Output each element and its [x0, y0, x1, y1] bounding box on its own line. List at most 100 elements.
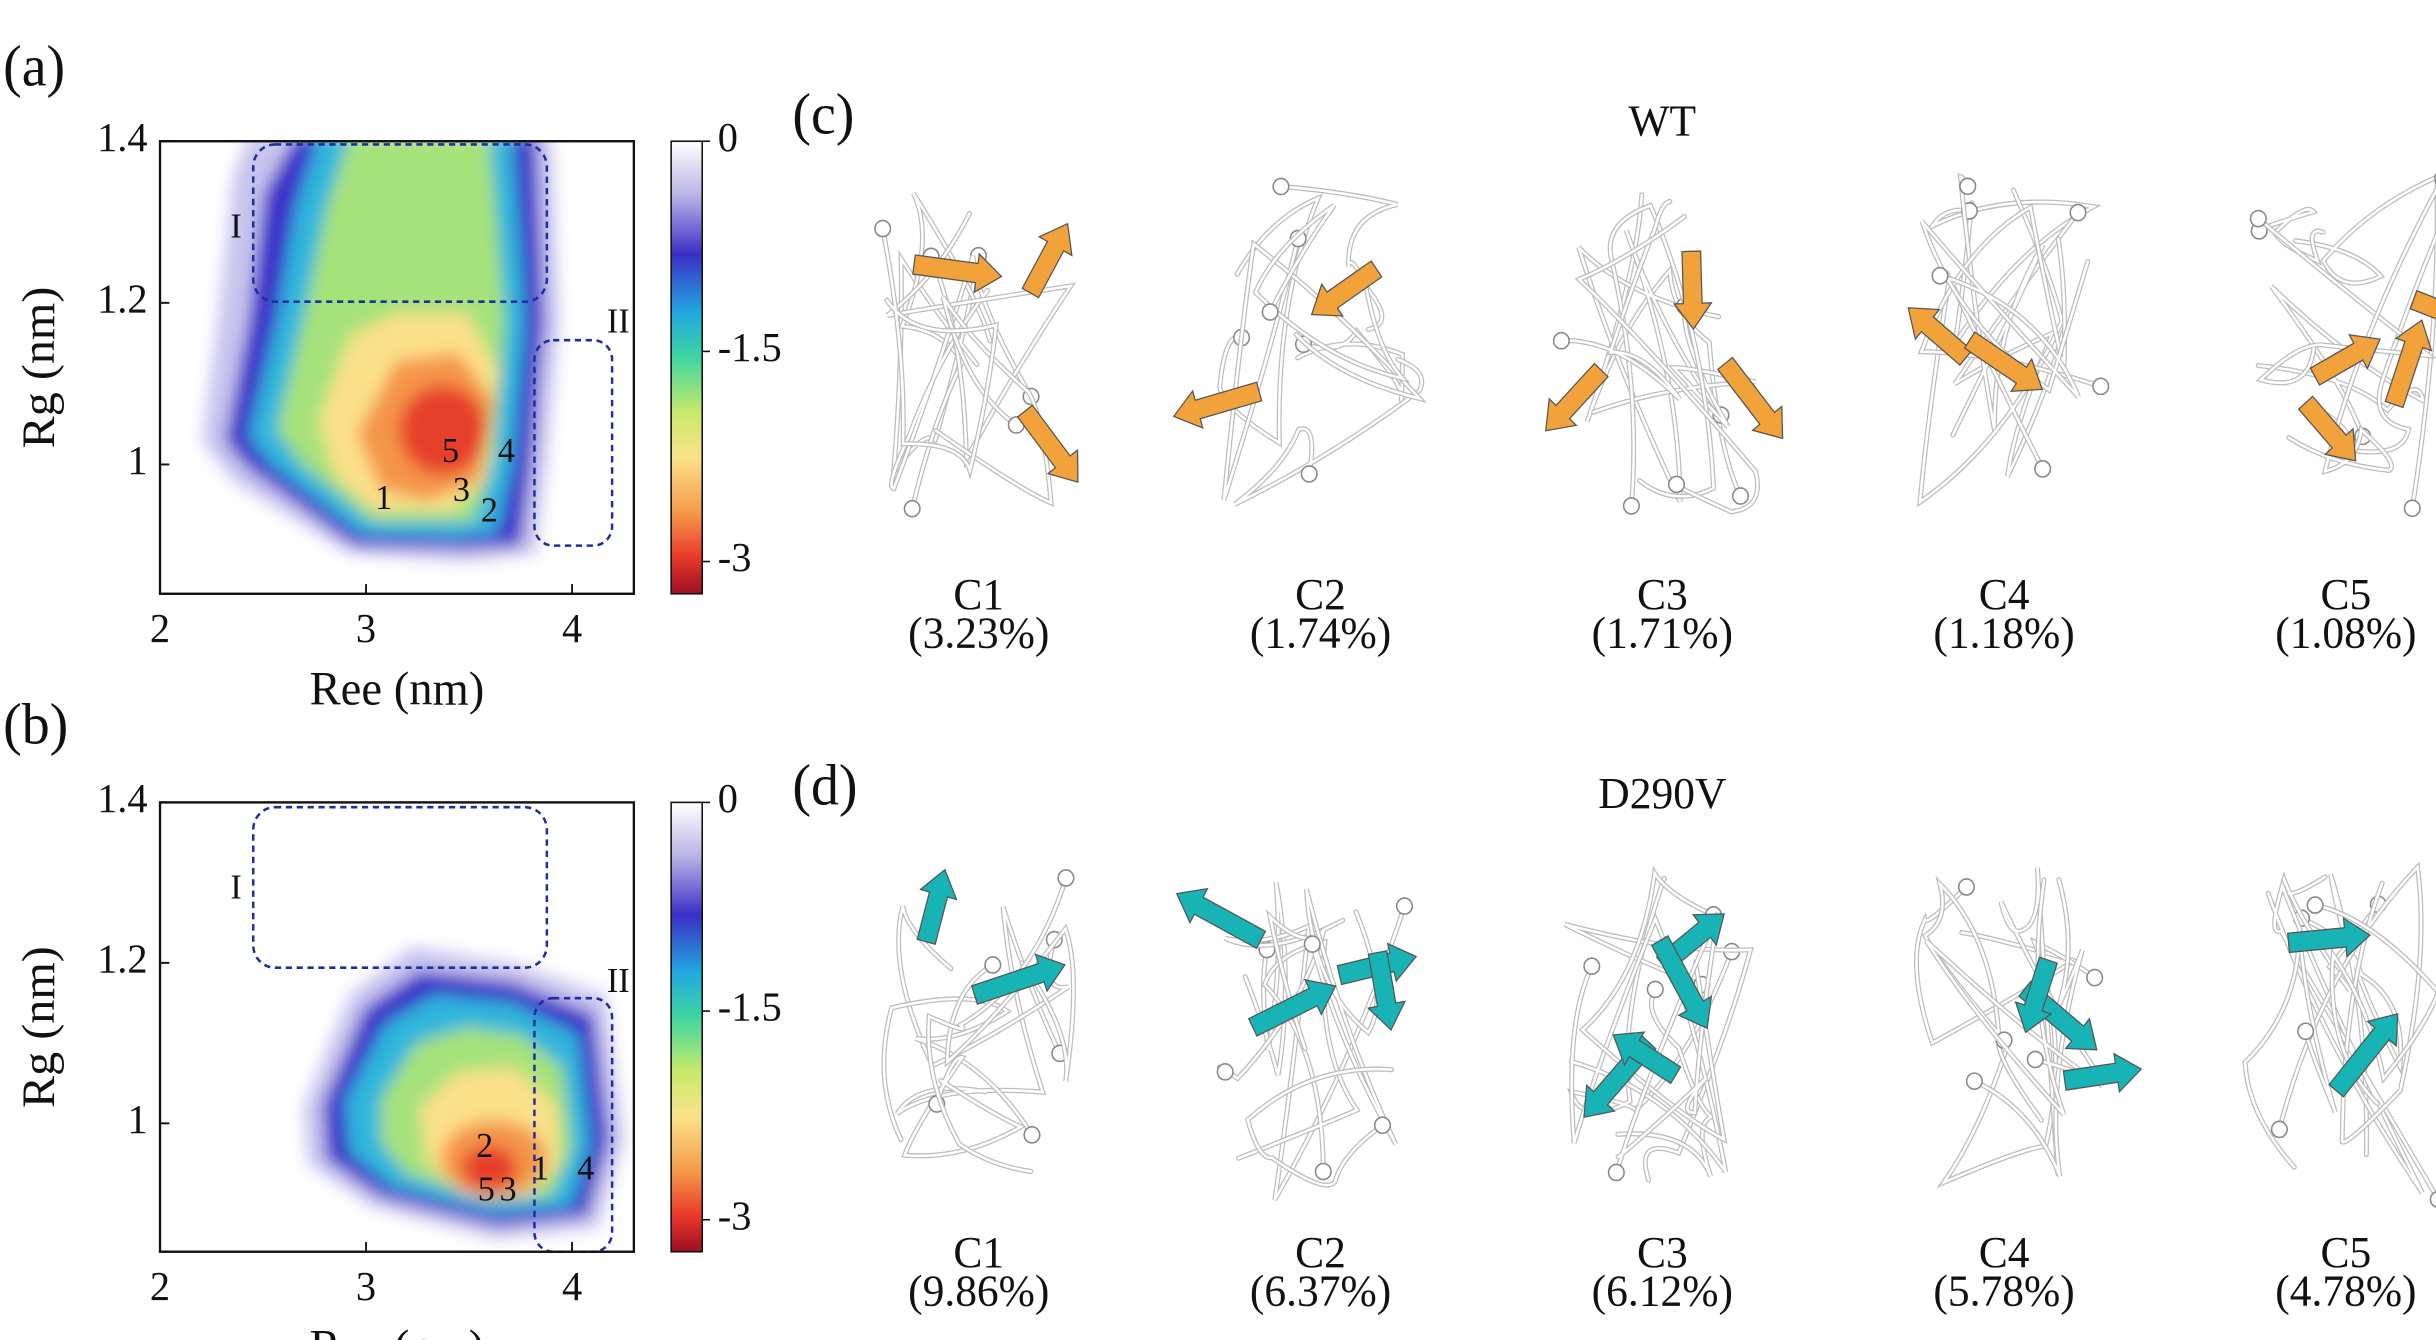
- backbone-core: [1577, 229, 1723, 503]
- strand-arrow: [1650, 935, 1713, 1030]
- panel-label: (a): [3, 35, 65, 99]
- strand-arrow: [1172, 381, 1263, 430]
- colorbar-tick-label: -3: [718, 1192, 752, 1239]
- x-tick-label: 4: [562, 1262, 582, 1309]
- strand-arrow: [2014, 956, 2059, 1034]
- structure: [1913, 867, 2143, 1189]
- terminus: [1373, 1116, 1392, 1135]
- structure: [1175, 881, 1418, 1202]
- x-tick-label: 2: [150, 1262, 170, 1309]
- backbone-core: [1973, 878, 2084, 1177]
- backbone: [1221, 235, 1428, 501]
- panel-label: (d): [792, 754, 857, 818]
- terminus: [2403, 499, 2421, 518]
- landscape-a: [201, 141, 560, 562]
- terminus: [1965, 1072, 1983, 1090]
- cluster-annotation: 3: [453, 469, 470, 509]
- backbone-core: [1951, 174, 2045, 437]
- x-tick-label: 4: [562, 604, 582, 651]
- backbone: [2276, 861, 2424, 1145]
- backbone-core: [1615, 911, 1720, 1174]
- backbone-core: [2287, 188, 2436, 473]
- backbone-core: [1218, 912, 1326, 1081]
- region-label: I: [230, 867, 241, 907]
- cluster-population: (9.86%): [908, 1266, 1049, 1316]
- colorbar-tick-label: 0: [718, 113, 738, 160]
- strand-arrow: [1907, 307, 1973, 366]
- x-tick-label: 3: [356, 1262, 376, 1309]
- cluster-population: (1.71%): [1592, 608, 1733, 658]
- cluster-name: C1: [953, 569, 1004, 619]
- colorbar: [670, 801, 703, 1253]
- strand-arrow: [1963, 331, 2044, 393]
- backbone-core: [886, 212, 1074, 464]
- terminus: [1731, 487, 1749, 505]
- colorbar-tick-label: -1.5: [718, 323, 782, 370]
- backbone-core: [1576, 215, 1759, 514]
- terminus: [2026, 1050, 2044, 1069]
- strand-arrow: [1672, 250, 1713, 331]
- cluster-annotation: 3: [499, 1169, 516, 1209]
- cluster-annotation: 1: [375, 477, 392, 517]
- backbone-core: [1608, 203, 1715, 508]
- backbone-core: [934, 296, 1053, 505]
- x-tick-label: 2: [150, 604, 170, 651]
- x-tick-label: 3: [356, 604, 376, 651]
- terminus: [2069, 203, 2087, 222]
- backbone-core: [945, 926, 1075, 1082]
- cluster-annotation: 5: [478, 1169, 495, 1209]
- terminus: [874, 219, 892, 238]
- panel-title: D290V: [1598, 768, 1726, 818]
- region-label: I: [230, 206, 241, 246]
- y-axis-label: Rg (nm): [14, 946, 65, 1108]
- strand-arrow: [2384, 319, 2433, 409]
- strand-arrow: [1612, 1031, 1682, 1085]
- strand-arrow: [916, 868, 958, 946]
- x-axis-label: Ree (nm): [310, 1321, 485, 1340]
- backbone: [901, 1054, 1027, 1159]
- cluster-annotation: 4: [577, 1148, 594, 1188]
- terminus: [2034, 460, 2052, 478]
- y-tick-label: 1: [127, 436, 147, 483]
- backbone-core: [1246, 1067, 1393, 1187]
- structure: [2249, 172, 2436, 518]
- region-label: II: [607, 960, 630, 1000]
- colorbar-tick-label: -3: [718, 534, 752, 581]
- y-tick-label: 1: [127, 1095, 147, 1142]
- terminus: [1272, 177, 1290, 196]
- strand-arrow: [1310, 260, 1383, 317]
- cluster-name: C3: [1637, 569, 1688, 619]
- y-tick-label: 1.2: [97, 275, 147, 322]
- strand-arrow: [1544, 362, 1609, 432]
- y-tick-label: 1.2: [97, 935, 147, 982]
- strand-arrow: [2062, 1052, 2143, 1094]
- terminus: [1667, 475, 1686, 494]
- landscape-b: [302, 946, 625, 1239]
- structure: [2242, 861, 2436, 1208]
- cluster-population: (4.78%): [2275, 1266, 2416, 1316]
- strand-arrow: [1366, 950, 1407, 1032]
- terminus: [2086, 968, 2104, 987]
- strand-arrow: [2309, 334, 2381, 386]
- strand-arrow: [970, 953, 1066, 1006]
- backbone-core: [2256, 285, 2425, 438]
- backbone-core: [1234, 358, 1423, 506]
- panel-label: (b): [3, 693, 68, 757]
- terminus: [2306, 896, 2324, 914]
- cluster-annotation: 1: [532, 1148, 549, 1188]
- backbone-core: [2257, 217, 2433, 385]
- backbone-core: [1580, 869, 1726, 1142]
- cluster-name: C2: [1295, 1227, 1346, 1277]
- cluster-population: (1.18%): [1933, 608, 2074, 658]
- backbone-core: [903, 1056, 1024, 1158]
- terminus: [1314, 1162, 1332, 1181]
- terminus: [1057, 869, 1075, 887]
- backbone-core: [1616, 988, 1714, 1177]
- backbone-core: [1254, 204, 1407, 381]
- terminus: [1300, 465, 1318, 483]
- strand-arrow: [2287, 917, 2372, 958]
- terminus: [2249, 209, 2267, 228]
- structure: [881, 868, 1076, 1174]
- y-tick-label: 1.4: [97, 774, 147, 821]
- cluster-name: C3: [1637, 1227, 1688, 1277]
